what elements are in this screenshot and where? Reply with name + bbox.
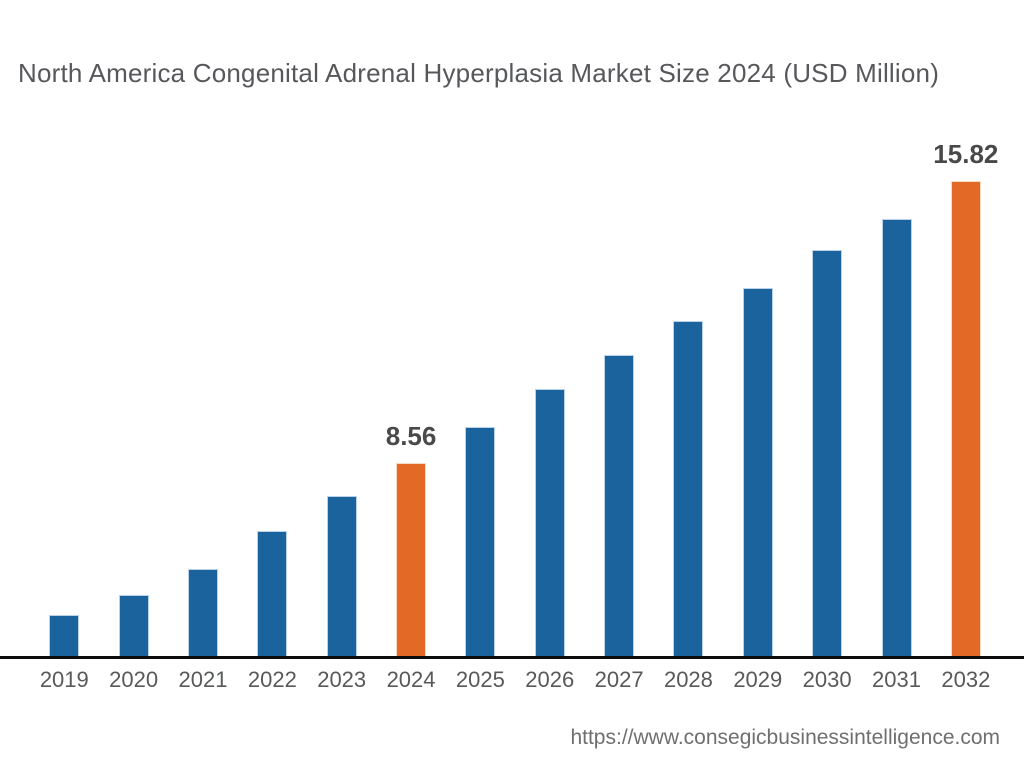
x-tick-2030: 2030 [802,667,852,692]
bar-2030 [812,250,843,657]
bar-2029 [742,288,773,657]
x-tick-2027: 2027 [594,667,644,692]
x-tick-2032: 2032 [941,667,991,692]
chart-title: North America Congenital Adrenal Hyperpl… [18,58,940,88]
x-tick-2019: 2019 [39,667,89,692]
x-tick-2029: 2029 [733,667,783,692]
source-url: https://www.consegicbusinessintelligence… [570,726,1000,749]
x-tick-2021: 2021 [178,667,228,692]
x-tick-2031: 2031 [872,667,921,692]
x-tick-2023: 2023 [317,667,367,692]
x-tick-2028: 2028 [663,667,713,692]
x-axis-line [0,656,1024,659]
data-label-2032: 15.82 [933,139,999,169]
x-tick-2025: 2025 [455,667,505,692]
bar-2025 [465,427,496,657]
bar-2022 [257,531,288,657]
bar-2023 [326,496,357,657]
plot-area: 8.56 15.82 [0,120,1024,657]
x-tick-2026: 2026 [525,667,575,692]
x-axis-labels: 2019 2020 2021 2022 2023 2024 2025 2026 2027 2028… [0,667,1024,699]
bar-2032 [950,181,981,657]
x-tick-2024: 2024 [386,667,436,692]
bar-2028 [673,321,704,657]
bar-2031 [881,219,912,657]
bar-2027 [604,355,635,657]
bar-2021 [188,569,218,657]
bar-2020 [118,595,149,657]
data-label-2024: 8.56 [385,421,437,451]
x-tick-2022: 2022 [247,667,297,692]
bar-2026 [534,389,565,657]
bar-2019 [49,615,80,657]
bar-2024 [396,463,427,657]
x-tick-2020: 2020 [109,667,159,692]
